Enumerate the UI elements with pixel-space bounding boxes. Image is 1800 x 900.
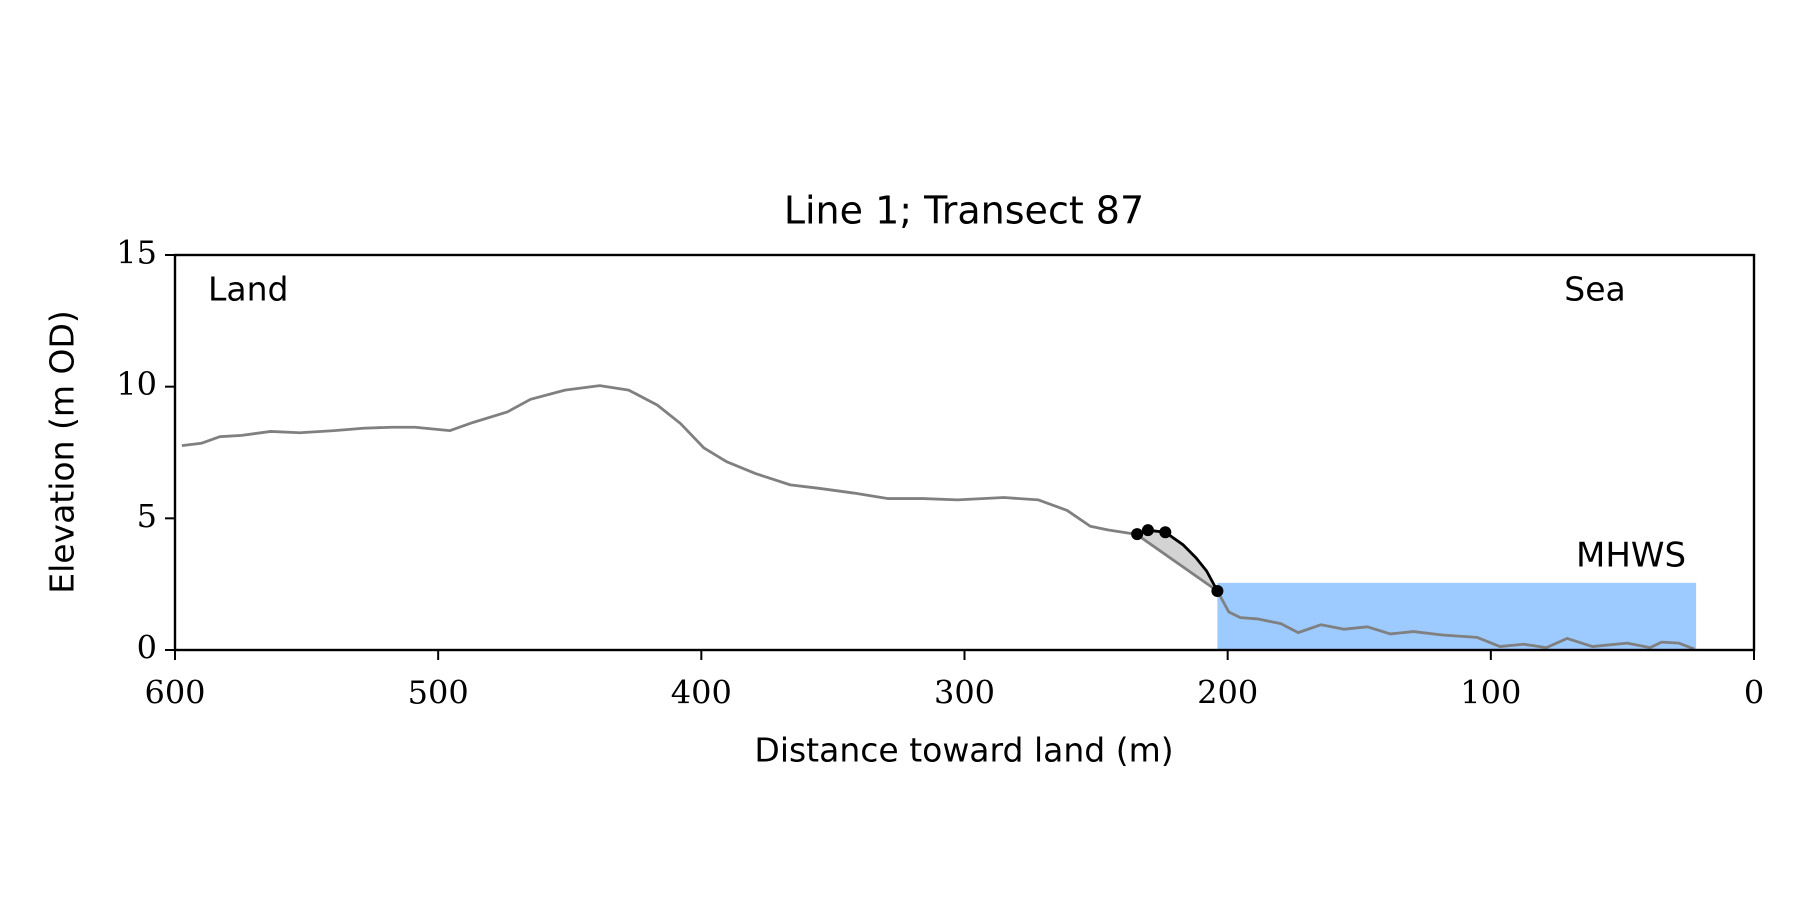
x-tick-label: 600	[144, 674, 205, 712]
x-tick-label: 200	[1197, 674, 1258, 712]
chart-title: Line 1; Transect 87	[784, 189, 1144, 233]
y-tick-label: 0	[137, 629, 157, 667]
y-tick-label: 5	[137, 497, 157, 535]
land-label: Land	[208, 270, 288, 309]
y-axis-label: Elevation (m OD)	[43, 310, 82, 594]
x-tick-label: 0	[1744, 674, 1764, 712]
sea-label: Sea	[1564, 270, 1625, 309]
x-tick-label: 500	[408, 674, 469, 712]
y-tick-label: 15	[116, 234, 157, 272]
x-axis-label: Distance toward land (m)	[754, 731, 1173, 770]
point-marker	[1131, 528, 1144, 541]
x-tick-label: 100	[1460, 674, 1521, 712]
point-marker	[1211, 585, 1224, 598]
point-marker	[1141, 524, 1154, 537]
mhws-band	[1217, 582, 1697, 650]
y-tick-label: 10	[116, 365, 157, 403]
mhws-label: MHWS	[1576, 535, 1686, 575]
x-tick-label: 400	[671, 674, 732, 712]
x-tick-label: 300	[934, 674, 995, 712]
series-line	[181, 384, 1695, 651]
point-marker	[1159, 526, 1172, 539]
